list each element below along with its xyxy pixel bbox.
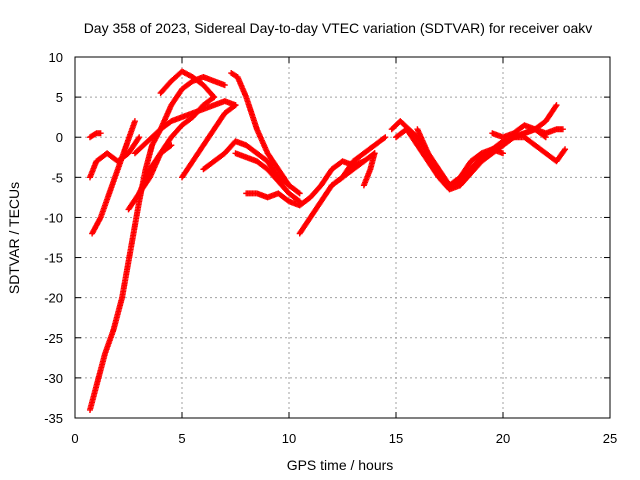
series-arc-7 bbox=[136, 142, 175, 197]
series-arc-21 bbox=[489, 122, 549, 141]
data-point bbox=[561, 147, 568, 154]
y-tick-label: -5 bbox=[51, 170, 63, 185]
axis-ticks: 0 5 10 15 20 25 -35 -30 -25 -20 -15 -10 -5 0 5 10 bbox=[44, 50, 617, 446]
data-point bbox=[210, 93, 217, 100]
series-arc-4 bbox=[86, 130, 104, 141]
series-arc-8 bbox=[157, 68, 218, 101]
y-tick-label: 10 bbox=[49, 50, 63, 65]
data-point bbox=[562, 146, 569, 153]
series-arc-20 bbox=[467, 134, 569, 173]
x-tick-label: 15 bbox=[389, 431, 403, 446]
series-arc-3 bbox=[86, 134, 143, 181]
chart-title: Day 358 of 2023, Sidereal Day-to-day VTE… bbox=[84, 20, 593, 36]
data-point bbox=[553, 102, 560, 109]
data-point bbox=[131, 118, 138, 125]
y-tick-label: -35 bbox=[44, 411, 63, 426]
series-arc-6 bbox=[131, 98, 239, 157]
series-arc-18 bbox=[393, 102, 560, 193]
series-arc-19 bbox=[414, 126, 506, 189]
data-series bbox=[86, 68, 569, 413]
series-arc-16 bbox=[360, 150, 378, 189]
grid bbox=[75, 57, 610, 418]
data-point bbox=[231, 103, 238, 110]
data-point bbox=[97, 130, 104, 137]
y-tick-label: 0 bbox=[56, 130, 63, 145]
data-point bbox=[382, 134, 389, 141]
y-tick-label: -20 bbox=[44, 291, 63, 306]
x-tick-label: 20 bbox=[496, 431, 510, 446]
data-point bbox=[135, 135, 142, 142]
data-point bbox=[381, 135, 388, 142]
x-axis-label: GPS time / hours bbox=[287, 457, 394, 473]
series-arc-12 bbox=[232, 150, 303, 205]
data-point bbox=[296, 190, 303, 197]
data-point bbox=[371, 150, 378, 157]
data-point bbox=[232, 102, 239, 109]
data-point bbox=[136, 134, 143, 141]
x-tick-label: 5 bbox=[178, 431, 185, 446]
data-point bbox=[221, 82, 228, 89]
series-arc-1 bbox=[86, 74, 228, 413]
data-point bbox=[542, 134, 549, 141]
y-tick-label: -15 bbox=[44, 251, 63, 266]
y-tick-label: 5 bbox=[56, 90, 63, 105]
data-point bbox=[500, 150, 506, 157]
series-arc-15 bbox=[328, 150, 378, 189]
data-point bbox=[92, 131, 99, 138]
data-point bbox=[168, 142, 175, 149]
x-tick-label: 0 bbox=[71, 431, 78, 446]
data-point bbox=[211, 94, 218, 101]
y-tick-label: -30 bbox=[44, 371, 63, 386]
y-tick-label: -10 bbox=[44, 210, 63, 225]
series-arc-13 bbox=[243, 158, 367, 209]
data-point bbox=[559, 126, 566, 133]
x-tick-label: 25 bbox=[603, 431, 617, 446]
y-axis-label: SDTVAR / TECUs bbox=[6, 182, 22, 294]
plot-frame bbox=[74, 56, 611, 419]
data-point bbox=[295, 189, 302, 196]
series-arc-11 bbox=[228, 70, 303, 197]
data-point bbox=[541, 133, 548, 140]
series-arc-14 bbox=[296, 134, 389, 237]
y-tick-label: -25 bbox=[44, 331, 63, 346]
data-point bbox=[167, 143, 174, 150]
x-tick-label: 10 bbox=[282, 431, 296, 446]
series-arc-9 bbox=[179, 102, 239, 181]
data-point bbox=[552, 103, 559, 110]
